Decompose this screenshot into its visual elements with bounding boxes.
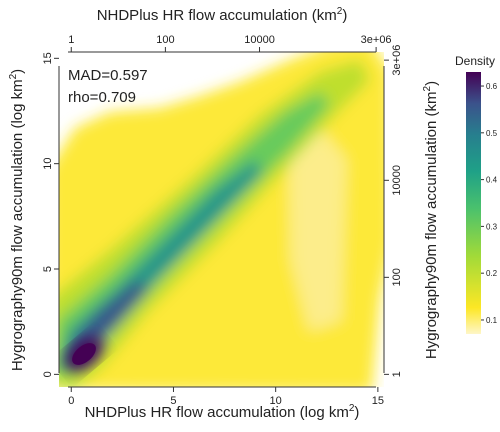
bottom-tick-label: 15 bbox=[372, 395, 384, 407]
top-tick-label: 3e+06 bbox=[361, 34, 392, 46]
colorbar-tick-label: 0.1 bbox=[486, 316, 498, 325]
right-tick-label: 10000 bbox=[391, 165, 403, 196]
density-zone-fringe bbox=[290, 130, 345, 330]
colorbar-tick-label: 0.5 bbox=[486, 129, 498, 138]
right-tick-label: 3e+06 bbox=[391, 45, 403, 76]
right-tick-label: 1 bbox=[391, 371, 403, 377]
left-axis-ticks: 0 5 10 15 bbox=[42, 52, 59, 377]
right-tick-label: 100 bbox=[391, 268, 403, 286]
left-tick-label: 5 bbox=[42, 266, 54, 272]
left-tick-label: 15 bbox=[42, 52, 54, 64]
left-tick-label: 10 bbox=[42, 158, 54, 170]
density-surface bbox=[59, 52, 384, 387]
bottom-axis-ticks: 0 5 10 15 bbox=[68, 387, 384, 407]
colorbar-tick-label: 0.4 bbox=[486, 176, 498, 185]
mad-annotation: MAD=0.597 bbox=[68, 67, 148, 84]
density-peak-core bbox=[72, 343, 96, 365]
bottom-tick-label: 5 bbox=[170, 395, 176, 407]
bottom-tick-label: 10 bbox=[270, 395, 282, 407]
colorbar-tick-label: 0.6 bbox=[486, 82, 498, 91]
colorbar-title: Density bbox=[455, 54, 495, 68]
top-axis-title: NHDPlus HR flow accumulation (km2) bbox=[97, 6, 348, 24]
bottom-axis-title: NHDPlus HR flow accumulation (log km2) bbox=[85, 403, 360, 421]
colorbar bbox=[466, 72, 481, 334]
rho-annotation: rho=0.709 bbox=[68, 89, 136, 106]
right-axis-ticks: 1 100 10000 3e+06 bbox=[384, 45, 403, 377]
colorbar-tick-label: 0.2 bbox=[486, 269, 498, 278]
top-tick-label: 100 bbox=[156, 34, 174, 46]
top-tick-label: 1 bbox=[68, 34, 74, 46]
colorbar-tick-label: 0.3 bbox=[486, 222, 498, 231]
top-tick-label: 10000 bbox=[244, 34, 275, 46]
top-axis-ticks: 1 100 10000 3e+06 bbox=[68, 34, 392, 52]
bottom-tick-label: 0 bbox=[68, 395, 74, 407]
left-axis-title: Hygrography90m flow accumulation (log km… bbox=[8, 69, 26, 371]
colorbar-ticks: 0.1 0.2 0.3 0.4 0.5 0.6 bbox=[481, 82, 498, 325]
left-tick-label: 0 bbox=[42, 371, 54, 377]
right-axis-title: Hygrography90m flow accumulation (km2) bbox=[422, 81, 440, 359]
